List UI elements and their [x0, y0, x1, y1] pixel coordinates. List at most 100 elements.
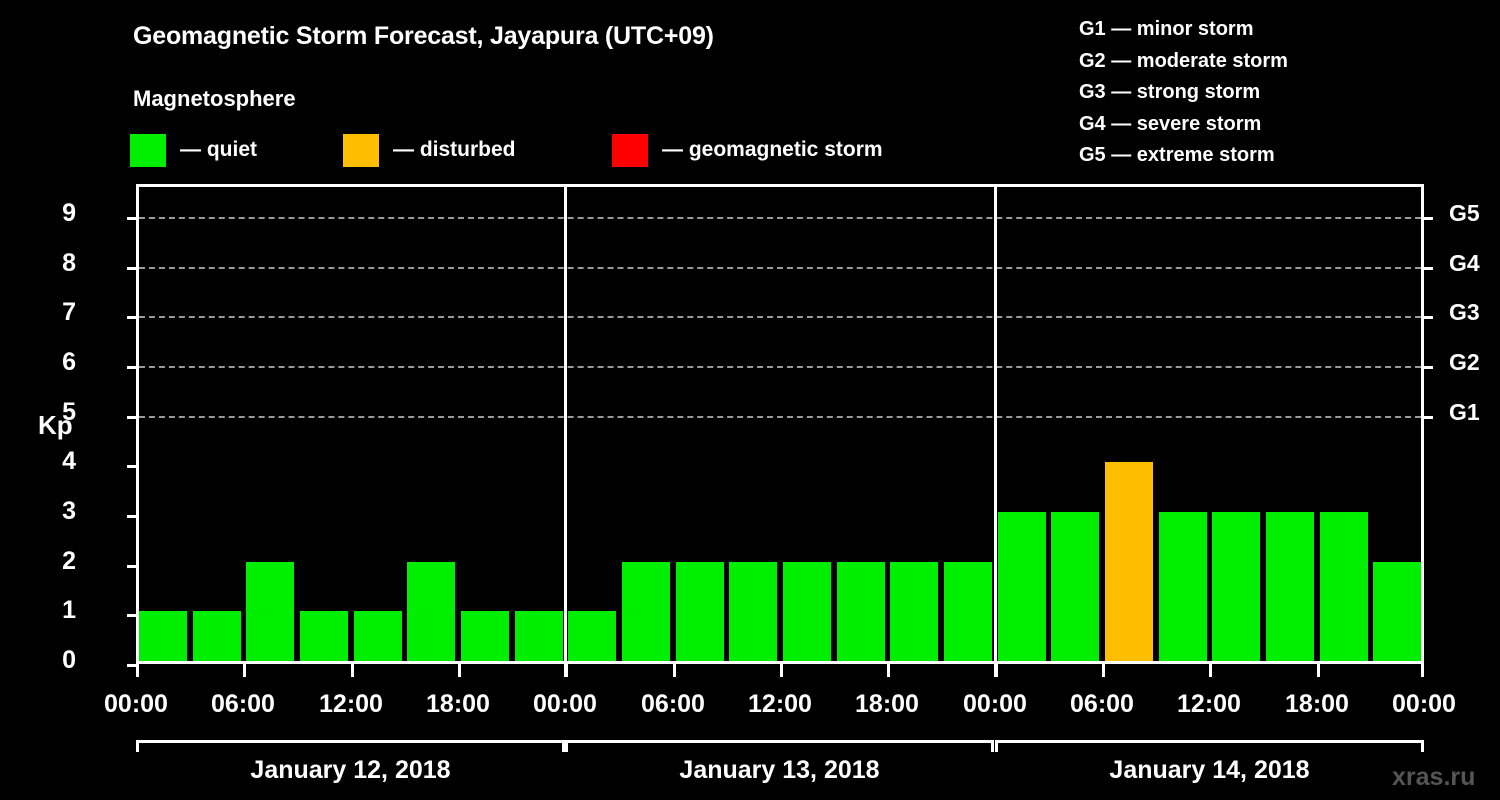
legend-entry-storm: — geomagnetic storm	[612, 131, 883, 169]
day-separator	[564, 184, 567, 677]
bar-kp-interval[interactable]	[1212, 511, 1260, 661]
x-tick-label: 06:00	[641, 690, 705, 718]
bar-kp-interval[interactable]	[354, 611, 402, 661]
y-tick-8	[127, 266, 139, 270]
date-label: January 12, 2018	[250, 756, 451, 784]
right-axis-label-G4: G4	[1449, 249, 1480, 276]
g-scale-line-3: G3 — strong storm	[1079, 81, 1261, 103]
day-separator	[994, 184, 997, 677]
bar-kp-interval[interactable]	[300, 611, 348, 661]
bar-kp-interval[interactable]	[407, 561, 455, 661]
y-tick-0	[127, 664, 139, 667]
y-tick-9	[127, 216, 139, 220]
gridline-kp-8	[139, 266, 1421, 269]
bar-kp-interval[interactable]	[622, 561, 670, 661]
gridline-kp-6	[139, 365, 1421, 368]
x-tick	[1317, 664, 1320, 677]
x-tick-label: 12:00	[319, 690, 383, 718]
date-label: January 13, 2018	[679, 756, 880, 784]
x-axis-baseline	[136, 661, 1424, 664]
y-tick-3	[127, 514, 139, 518]
y-tick-label-2: 2	[62, 546, 76, 575]
y-tick-7	[127, 316, 139, 320]
bar-kp-interval[interactable]	[837, 561, 885, 661]
date-bracket	[136, 740, 565, 752]
legend-label-disturbed: — disturbed	[393, 138, 516, 161]
g-scale-line-2: G2 — moderate storm	[1079, 49, 1288, 72]
right-tick-G1	[1421, 415, 1433, 419]
legend-entry-disturbed: — disturbed	[343, 131, 516, 169]
bar-kp-interval[interactable]	[568, 611, 616, 661]
y-tick-label-4: 4	[62, 447, 76, 476]
right-tick-G4	[1421, 266, 1433, 270]
x-tick	[1102, 664, 1105, 677]
x-tick	[351, 664, 354, 677]
y-axis-title: Kp	[38, 410, 73, 440]
y-tick-label-5: 5	[62, 397, 76, 426]
y-tick-label-1: 1	[62, 596, 76, 625]
bar-kp-interval[interactable]	[139, 611, 187, 661]
gridline-kp-5	[139, 415, 1421, 418]
bar-kp-interval[interactable]	[1266, 511, 1314, 661]
gridline-kp-9	[139, 216, 1421, 219]
legend-swatch-disturbed-icon	[343, 133, 379, 167]
y-tick-1	[127, 614, 139, 618]
x-tick-label: 18:00	[855, 690, 919, 718]
bar-kp-interval[interactable]	[1373, 561, 1421, 661]
x-tick-label: 12:00	[1177, 690, 1241, 718]
bar-kp-interval[interactable]	[515, 611, 563, 661]
y-tick-2	[127, 564, 139, 568]
bar-kp-interval[interactable]	[998, 511, 1046, 661]
y-tick-label-0: 0	[62, 646, 76, 674]
x-tick-label: 18:00	[1285, 690, 1349, 718]
right-axis-label-G5: G5	[1449, 199, 1480, 226]
right-axis-label-G3: G3	[1449, 299, 1480, 326]
bar-kp-interval[interactable]	[1051, 511, 1099, 661]
plot-frame	[127, 184, 1433, 667]
bar-kp-interval[interactable]	[193, 611, 241, 661]
x-tick	[673, 664, 676, 677]
g-scale-legend: G1 — minor storm G2 — moderate storm G3 — …	[1079, 14, 1288, 172]
bar-kp-interval[interactable]	[1105, 462, 1153, 661]
right-tick-G5	[1421, 216, 1433, 220]
bar-kp-interval[interactable]	[944, 561, 992, 661]
y-tick-label-3: 3	[62, 496, 76, 525]
x-tick	[1421, 664, 1424, 677]
x-tick-label: 06:00	[1070, 690, 1134, 718]
bar-kp-interval[interactable]	[1159, 511, 1207, 661]
x-tick-label: 18:00	[426, 690, 490, 718]
date-label: January 14, 2018	[1109, 756, 1310, 784]
x-tick-label: 00:00	[104, 690, 168, 718]
date-bracket	[565, 740, 994, 752]
x-tick-label: 06:00	[211, 690, 275, 718]
right-tick-G2	[1421, 365, 1433, 369]
x-tick	[887, 664, 890, 677]
x-tick	[458, 664, 461, 677]
bar-kp-interval[interactable]	[676, 561, 724, 661]
g-scale-line-4: G4 — severe storm	[1079, 112, 1262, 135]
x-tick	[243, 664, 246, 677]
bar-kp-interval[interactable]	[729, 561, 777, 661]
bar-kp-interval[interactable]	[1320, 511, 1368, 661]
y-tick-label-8: 8	[62, 248, 76, 277]
x-tick	[136, 664, 139, 677]
y-tick-label-6: 6	[62, 347, 76, 376]
bar-kp-interval[interactable]	[461, 611, 509, 661]
legend-swatch-quiet-icon	[130, 133, 166, 167]
right-tick-G3	[1421, 316, 1433, 320]
right-axis-label-G1: G1	[1449, 398, 1480, 425]
bar-kp-interval[interactable]	[783, 561, 831, 661]
g-scale-line-5: G5 — extreme storm	[1079, 144, 1275, 166]
bar-kp-interval[interactable]	[246, 561, 294, 661]
bar-kp-interval[interactable]	[890, 561, 938, 661]
right-axis-label-G2: G2	[1449, 348, 1480, 375]
g-scale-line-1: G1 — minor storm	[1079, 18, 1254, 40]
legend-entry-quiet: — quiet	[130, 131, 257, 169]
y-tick-4	[127, 465, 139, 469]
x-tick	[780, 664, 783, 677]
x-tick-label: 00:00	[533, 690, 597, 718]
legend-label-storm: — geomagnetic storm	[662, 138, 883, 161]
legend-label-quiet: — quiet	[180, 138, 257, 161]
y-tick-label-9: 9	[62, 198, 76, 227]
page-title: Geomagnetic Storm Forecast, Jayapura (UT…	[133, 22, 714, 50]
